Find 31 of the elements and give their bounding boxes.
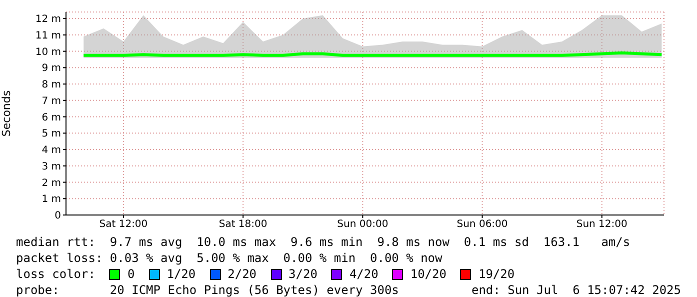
text: end: Sun Jul 6 15:07:42 2025	[471, 282, 681, 297]
x-tick-label: Sun 00:00	[337, 219, 388, 230]
y-tick-label: 2 m	[42, 178, 61, 189]
legend-label: 2/20	[228, 266, 257, 282]
legend-label: 10/20	[410, 266, 446, 282]
y-tick-label: 7 m	[42, 96, 61, 107]
y-tick-label: 8 m	[42, 80, 61, 91]
y-tick-label: 5 m	[42, 128, 61, 140]
text: packet loss: 0.03 % avg 5.00 % max 0.00 % min 0.00 % now	[16, 250, 444, 266]
y-tick-label: 9 m	[42, 63, 61, 74]
x-tick-label: Sun 12:00	[576, 219, 628, 230]
y-axis-title: Seconds	[0, 90, 13, 137]
x-tick-label: Sat 18:00	[218, 219, 268, 230]
y-tick-label: 3 m	[42, 161, 61, 172]
y-tick-label: 6 m	[42, 112, 61, 124]
text: probe: 20 ICMP Echo Pings (56 Bytes) every 300s	[16, 282, 399, 297]
y-tick-label: 1 m	[42, 194, 61, 206]
legend-label: 3/20	[288, 266, 318, 282]
x-tick-label: Sun 06:00	[456, 219, 508, 230]
y-tick-label: 0	[54, 210, 61, 222]
text: median rtt: 9.7 ms avg 10.0 ms max 9.6 ms min 9.8 ms now 0.1 ms sd 163.1 am/s	[16, 234, 632, 250]
legend-label: 19/20	[478, 266, 515, 282]
legend-label: 4/20	[349, 266, 378, 282]
legend-label: 1/20	[166, 266, 196, 282]
x-tick-label: Sat 12:00	[99, 219, 148, 230]
legend-label: 0	[127, 266, 135, 282]
y-tick-label: 4 m	[42, 145, 61, 156]
y-tick-label: 12 m	[35, 14, 61, 26]
legend-title: loss color:	[16, 266, 96, 282]
y-tick-label: 10 m	[35, 46, 61, 58]
y-tick-label: 11 m	[35, 30, 61, 42]
